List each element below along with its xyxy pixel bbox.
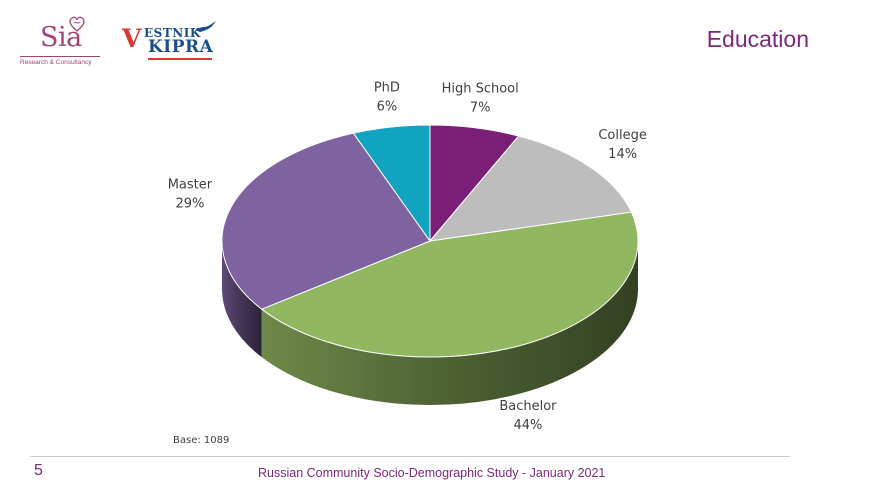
vestnik-logo-bottom: KIPRA: [148, 37, 214, 57]
pie-depth-layer: [222, 241, 638, 405]
sia-logo-rule: [20, 56, 100, 57]
pie-slice-master: [221, 132, 431, 310]
pie-label-college: College: [598, 128, 647, 143]
pie-label-master: Master: [168, 177, 213, 192]
pie-value-bachelor: 44%: [513, 418, 542, 433]
pie-label-layer: High School 7% College 14% Bachelor 44% Master…: [168, 80, 647, 432]
sia-logo: Sia Research & Consultancy: [18, 14, 102, 70]
pie-value-college: 14%: [608, 147, 637, 162]
pie-value-master: 29%: [175, 196, 204, 211]
sia-logo-subtitle: Research & Consultancy: [20, 59, 92, 66]
pie-top-layer: [221, 124, 639, 358]
cyprus-map-icon: [195, 21, 216, 32]
slide-title: Education: [706, 26, 809, 52]
pie-label-phd: PhD: [374, 80, 400, 95]
pie-slice-phd: [352, 124, 431, 243]
footer-text: Russian Community Socio-Demographic Stud…: [258, 466, 606, 480]
page-number: 5: [34, 462, 43, 479]
sia-logo-word: Sia: [40, 22, 82, 53]
vestnik-kipra-logo: V ESTNIK KIPRA: [122, 20, 222, 62]
vestnik-logo-top: ESTNIK: [144, 26, 201, 40]
vestnik-logo-initial: V: [122, 24, 142, 53]
pie-value-phd: 6%: [377, 99, 398, 114]
pie-slice-college: [428, 135, 633, 242]
pie-label-high-school: High School: [442, 81, 519, 96]
base-note: Base: 1089: [173, 435, 230, 446]
pie-label-bachelor: Bachelor: [499, 399, 557, 414]
vestnik-logo-underline: [148, 58, 212, 60]
pie-value-high-school: 7%: [470, 100, 491, 115]
pie-side-master: [222, 241, 262, 358]
footer-divider: [30, 456, 790, 457]
heart-icon: [69, 16, 85, 32]
pie-slice-bachelor: [260, 211, 639, 358]
pie-side-bachelor: [261, 241, 638, 405]
